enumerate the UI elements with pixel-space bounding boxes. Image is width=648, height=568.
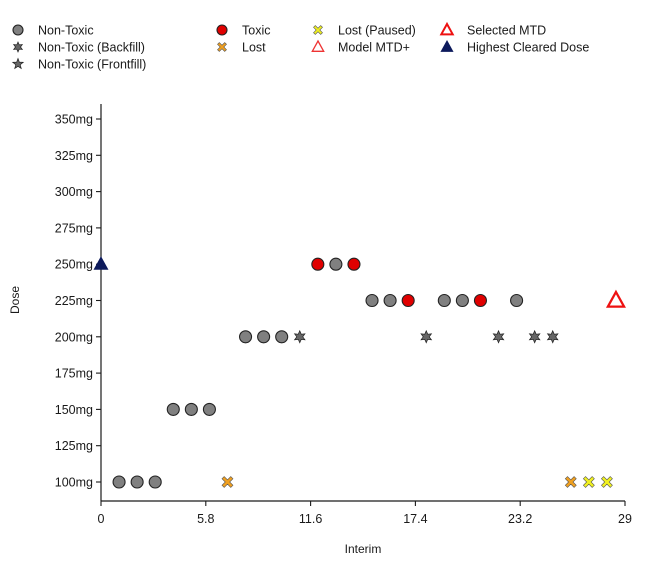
y-tick-label: 200mg <box>55 330 93 344</box>
y-tick-label: 325mg <box>55 149 93 163</box>
y-tick-label: 300mg <box>55 185 93 199</box>
point-non-toxic <box>112 475 126 489</box>
legend-marker-toxic <box>216 24 228 36</box>
point-selected-mtd <box>605 289 626 308</box>
point-non-toxic <box>437 293 451 308</box>
y-tick-label: 100mg <box>55 476 93 490</box>
legend-label-lost-paused: Lost (Paused) <box>338 24 416 38</box>
x-ticks: 0 5.8 11.6 17.4 23.2 29 <box>98 501 632 526</box>
point-non-toxic <box>257 330 271 344</box>
legend-label-non-toxic-backfill: Non-Toxic (Backfill) <box>38 41 145 55</box>
data-points <box>93 256 626 489</box>
legend-marker-lost <box>217 42 227 52</box>
point-non-toxic <box>130 475 144 489</box>
point-non-toxic-backfill <box>546 329 559 344</box>
legend-label-non-toxic: Non-Toxic <box>38 24 94 38</box>
legend: Non-Toxic Non-Toxic (Backfill) Non-Toxic (… <box>11 21 589 72</box>
legend-label-highest-cleared-dose: Highest Cleared Dose <box>467 41 589 55</box>
point-toxic <box>473 293 487 308</box>
point-non-toxic <box>455 293 469 308</box>
y-tick-label: 225mg <box>55 294 93 308</box>
point-non-toxic <box>239 330 253 344</box>
legend-marker-highest-cleared-dose <box>440 39 454 52</box>
point-non-toxic <box>202 402 216 416</box>
point-non-toxic <box>275 330 289 344</box>
point-highest-cleared-dose <box>93 256 109 270</box>
point-non-toxic <box>166 402 180 416</box>
axes <box>100 104 625 502</box>
x-tick-label: 29 <box>618 512 632 526</box>
legend-label-lost: Lost <box>242 41 266 55</box>
legend-marker-model-mtd <box>311 39 325 52</box>
point-non-toxic <box>329 257 343 271</box>
x-tick-label: 0 <box>98 512 105 526</box>
point-non-toxic-backfill <box>492 329 505 344</box>
legend-marker-non-toxic-backfill <box>12 41 24 53</box>
point-non-toxic <box>383 293 397 308</box>
y-ticks: 100mg 125mg 150mg 175mg 200mg 225mg 250mg 275mg… <box>55 113 101 490</box>
point-toxic <box>401 293 415 308</box>
legend-label-model-mtd: Model MTD+ <box>338 41 410 55</box>
point-non-toxic <box>184 402 198 416</box>
x-tick-label: 11.6 <box>299 512 322 526</box>
y-tick-label: 125mg <box>55 439 93 453</box>
point-toxic <box>347 257 361 271</box>
point-non-toxic <box>365 293 379 308</box>
legend-marker-lost-paused <box>313 25 323 35</box>
point-toxic <box>311 257 325 271</box>
y-axis-title: Dose <box>8 286 22 314</box>
y-tick-label: 175mg <box>55 367 93 381</box>
x-axis-title: Interim <box>345 542 382 556</box>
y-tick-label: 350mg <box>55 113 93 127</box>
y-tick-label: 250mg <box>55 258 93 272</box>
legend-label-selected-mtd: Selected MTD <box>467 24 546 38</box>
point-non-toxic <box>510 293 524 308</box>
point-lost-paused <box>601 476 613 488</box>
legend-marker-selected-mtd <box>439 21 455 36</box>
y-tick-label: 150mg <box>55 403 93 417</box>
point-lost <box>564 476 577 488</box>
legend-marker-non-toxic <box>12 24 24 36</box>
point-non-toxic-backfill <box>293 329 306 344</box>
point-non-toxic-backfill <box>528 329 541 344</box>
point-non-toxic <box>148 475 162 489</box>
legend-marker-non-toxic-frontfill <box>11 57 25 70</box>
point-lost-paused <box>582 476 595 488</box>
legend-label-toxic: Toxic <box>242 24 270 38</box>
x-tick-label: 17.4 <box>403 512 427 526</box>
x-tick-label: 5.8 <box>197 512 214 526</box>
legend-label-non-toxic-frontfill: Non-Toxic (Frontfill) <box>38 58 146 72</box>
y-tick-label: 275mg <box>55 221 93 235</box>
point-lost <box>221 476 234 488</box>
point-non-toxic-backfill <box>420 329 433 344</box>
x-tick-label: 23.2 <box>508 512 532 526</box>
